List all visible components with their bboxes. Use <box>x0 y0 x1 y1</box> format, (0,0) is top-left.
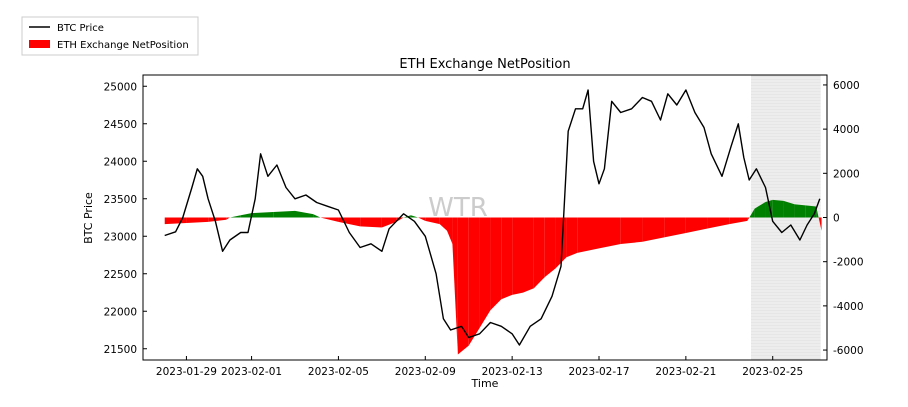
x-tick-label: 2023-01-29 <box>156 366 217 378</box>
netposition-area-negative <box>599 217 621 249</box>
x-tick-label: 2023-02-21 <box>655 366 716 378</box>
y-tick-label: 21500 <box>104 344 137 356</box>
x-tick-label: 2023-02-09 <box>395 366 456 378</box>
legend-label-btc-price: BTC Price <box>57 23 104 34</box>
y-tick-label: 22000 <box>104 306 137 318</box>
netposition-area-negative <box>164 217 187 225</box>
x-tick-label: 2023-02-01 <box>221 366 282 378</box>
netposition-area-positive <box>816 206 819 218</box>
netposition-area-negative <box>729 217 748 225</box>
netposition-area-positive <box>783 200 795 218</box>
netposition-area-negative <box>468 217 480 346</box>
netposition-area-negative <box>381 217 397 228</box>
y-tick-label: 25000 <box>104 81 137 93</box>
netposition-area-positive <box>772 199 784 218</box>
x-tick-label: 2023-02-13 <box>482 366 543 378</box>
netposition-area-negative <box>707 217 730 229</box>
legend: BTC Price ETH Exchange NetPosition <box>21 16 199 56</box>
netposition-area-positive <box>794 204 806 218</box>
y-tick-label: 23000 <box>104 231 137 243</box>
netposition-area-negative <box>490 217 502 311</box>
y-axis-label: BTC Price <box>82 192 95 244</box>
netposition-area-positive <box>273 210 295 218</box>
netposition-area-negative <box>320 217 339 222</box>
netposition-area-negative <box>501 217 513 300</box>
y2-tick-label: -6000 <box>833 345 864 357</box>
watermark: WTR <box>428 193 488 223</box>
legend-swatch-netposition <box>29 40 50 48</box>
netposition-area-negative <box>642 217 665 242</box>
y-tick-label: 24500 <box>104 119 137 131</box>
y-tick-label: 24000 <box>104 156 137 168</box>
y2-tick-label: -2000 <box>833 257 864 269</box>
netposition-area-layer <box>164 199 822 355</box>
netposition-area-negative <box>577 217 599 253</box>
x-tick-label: 2023-02-05 <box>308 366 369 378</box>
netposition-area-negative <box>747 217 750 221</box>
netposition-area-negative <box>452 217 458 355</box>
netposition-area-negative <box>512 217 523 295</box>
netposition-area-negative <box>523 217 534 293</box>
y-tick-label: 23500 <box>104 194 137 206</box>
netposition-area-positive <box>754 202 766 218</box>
y2-tick-label: 4000 <box>833 124 860 136</box>
netposition-area-negative <box>226 217 230 220</box>
btc-price-line-layer <box>164 89 821 346</box>
netposition-area-negative <box>685 217 708 233</box>
y2-ticks: -6000 -4000 -2000 0 2000 4000 6000 <box>823 80 864 357</box>
y-ticks: 21500 22000 22500 23000 23500 24000 24500 25000 <box>104 81 147 356</box>
x-axis-label: Time <box>471 377 499 390</box>
legend-box <box>21 16 199 56</box>
netposition-area-positive <box>240 213 252 218</box>
netposition-area-positive <box>749 208 755 218</box>
netposition-area-negative <box>479 217 491 328</box>
netposition-area-negative <box>360 217 382 228</box>
x-ticks: 2023-01-29 2023-02-01 2023-02-05 2023-02-09… <box>156 356 803 378</box>
legend-label-netposition: ETH Exchange NetPosition <box>57 40 189 51</box>
y-tick-label: 22500 <box>104 269 137 281</box>
netposition-area-positive <box>313 214 321 218</box>
netposition-area-negative <box>457 217 469 355</box>
chart-title: ETH Exchange NetPosition <box>399 57 570 72</box>
netposition-area-negative <box>620 217 643 245</box>
y2-tick-label: -4000 <box>833 301 864 313</box>
netposition-area-negative <box>555 217 567 269</box>
netposition-area-positive <box>295 210 314 218</box>
netposition-area-negative <box>425 217 440 225</box>
x-tick-label: 2023-02-17 <box>568 366 629 378</box>
netposition-area-positive <box>251 211 274 218</box>
x-tick-label: 2023-02-25 <box>742 366 803 378</box>
netposition-area-positive <box>410 215 419 218</box>
netposition-area-negative <box>186 217 209 224</box>
btc-price-line <box>164 89 821 346</box>
netposition-area-negative <box>439 217 447 231</box>
netposition-area-negative <box>566 217 578 258</box>
y2-tick-label: 6000 <box>833 80 860 92</box>
netposition-area-negative <box>533 217 545 289</box>
netposition-area-negative <box>818 217 822 231</box>
netposition-area-negative <box>418 217 426 221</box>
y2-tick-label: 2000 <box>833 168 860 180</box>
y2-tick-label: 0 <box>833 213 840 225</box>
netposition-area-negative <box>544 217 556 278</box>
netposition-area-negative <box>447 217 453 245</box>
netposition-area-positive <box>229 215 241 218</box>
netposition-area-negative <box>208 217 227 222</box>
netposition-area-negative <box>664 217 686 238</box>
